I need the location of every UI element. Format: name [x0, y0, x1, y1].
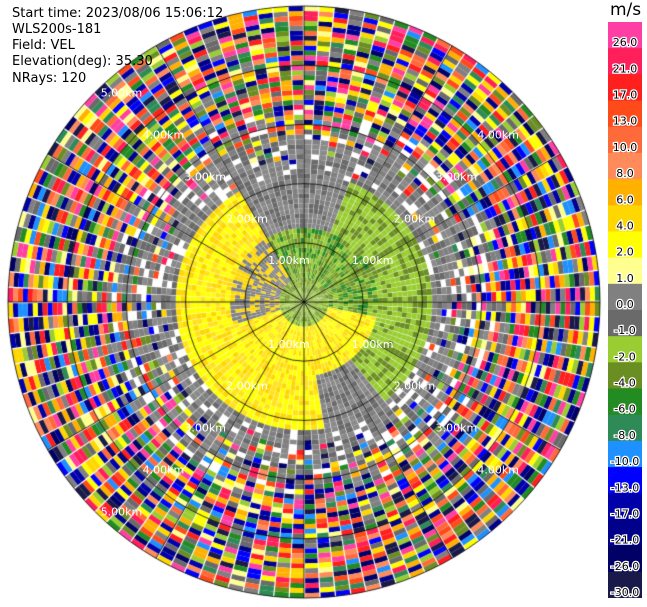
- field-label: Field: VEL: [12, 38, 75, 53]
- colorbar-segment: [608, 440, 642, 468]
- elevation-label: Elevation(deg): 35.30: [12, 54, 153, 69]
- colorbar-tick-label: -1.0: [614, 324, 635, 337]
- colorbar-segment: [608, 22, 642, 49]
- colorbar-segment: [608, 571, 642, 598]
- colorbar-segment: [608, 493, 642, 520]
- colorbar-segment: [608, 336, 642, 363]
- colorbar-segment: [608, 152, 642, 180]
- colorbar-segment: [608, 231, 642, 259]
- colorbar-tick-label: -6.0: [614, 403, 635, 416]
- colorbar-tick-label: 13.0: [613, 115, 638, 128]
- colorbar-segment: [608, 74, 642, 102]
- colorbar-tick-label: -8.0: [614, 429, 635, 442]
- colorbar-tick-label: 0.0: [616, 298, 634, 311]
- colorbar-tick-label: -26.0: [611, 560, 639, 573]
- colorbar-tick-label: -13.0: [611, 481, 639, 494]
- colorbar-segment: [608, 100, 642, 128]
- colorbar-tick-label: -10.0: [611, 455, 639, 468]
- colorbar-tick-label: 8.0: [616, 167, 634, 180]
- colorbar-segment: [608, 310, 642, 337]
- colorbar-segment: [608, 126, 642, 154]
- colorbar-segment: [608, 179, 642, 206]
- colorbar-tick-label: -4.0: [614, 377, 635, 390]
- colorbar-segment: [608, 205, 642, 232]
- colorbar-segment: [608, 48, 642, 75]
- colorbar-tick-label: -17.0: [611, 507, 639, 520]
- colorbar-segment: [608, 283, 642, 311]
- colorbar-tick-label: 4.0: [616, 219, 634, 232]
- colorbar-tick-label: 17.0: [613, 89, 638, 102]
- colorbar-tick-label: -21.0: [611, 534, 639, 547]
- colorbar-segment: [608, 388, 642, 416]
- colorbar-tick-label: 10.0: [613, 141, 638, 154]
- colorbar-tick-label: 2.0: [616, 246, 634, 259]
- instrument-label: WLS200s-181: [12, 22, 102, 37]
- colorbar-tick-label: 26.0: [613, 36, 638, 49]
- velocity-colorbar: 26.0 21.0 17.0 13.0 10.0 8.0 6.0 4.0 2.0 1.0 0.0 -1…: [608, 22, 642, 598]
- colorbar-tick-label: 21.0: [613, 62, 638, 75]
- nrays-label: NRays: 120: [12, 71, 87, 86]
- colorbar-segment: [608, 257, 642, 285]
- colorbar-tick-label: -2.0: [614, 350, 635, 363]
- start-time-label: Start time: 2023/08/06 15:06:12: [12, 6, 224, 21]
- colorbar-tick-label: -30.0: [611, 586, 639, 598]
- colorbar-segment: [608, 545, 642, 573]
- colorbar-tick-label: 6.0: [616, 193, 634, 206]
- colorbar-segment: [608, 519, 642, 547]
- colorbar-units-label: m/s: [610, 0, 642, 20]
- colorbar-segment: [608, 414, 642, 442]
- colorbar-segment: [608, 467, 642, 494]
- colorbar-tick-label: 1.0: [616, 272, 634, 285]
- colorbar-segment: [608, 362, 642, 390]
